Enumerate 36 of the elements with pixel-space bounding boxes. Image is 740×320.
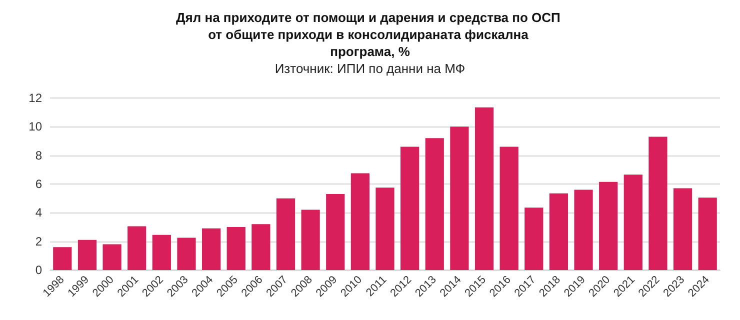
bar: [524, 208, 544, 270]
bar: [648, 136, 668, 270]
y-tick-label: 8: [35, 148, 42, 162]
bar: [102, 244, 122, 270]
bar: [376, 188, 394, 270]
bar: [226, 227, 246, 270]
y-tick-label: 2: [35, 234, 42, 248]
bar: [301, 210, 320, 270]
y-tick-label: 0: [35, 263, 42, 277]
bar: [624, 174, 642, 270]
y-tick-label: 10: [28, 120, 42, 134]
bar: [202, 228, 221, 270]
chart-title: Дял на приходите от помощи и дарения и средства по ОСП от общите приходи в консолидираната фискална програма, %: [176, 10, 564, 59]
bar: [599, 182, 618, 270]
bar: [698, 198, 717, 270]
bar: [128, 226, 146, 270]
bar: [400, 146, 420, 270]
y-tick-label: 4: [35, 206, 42, 220]
bar: [276, 198, 296, 270]
bar: [450, 126, 469, 270]
bar: [574, 190, 593, 270]
bar: [549, 193, 568, 270]
bar: [78, 240, 97, 270]
bar: [425, 138, 444, 270]
chart-subtitle: Източник: ИПИ по данни на МФ: [274, 61, 466, 76]
y-tick-label: 12: [28, 91, 42, 105]
bar: [673, 188, 692, 270]
bar: [53, 247, 72, 270]
bar: [500, 146, 518, 270]
bar: [252, 224, 270, 270]
bar: [474, 107, 494, 270]
bar: [350, 173, 370, 270]
bar: [326, 194, 345, 270]
bar: [177, 238, 196, 270]
y-tick-label: 6: [35, 177, 42, 191]
bar: [152, 234, 171, 270]
